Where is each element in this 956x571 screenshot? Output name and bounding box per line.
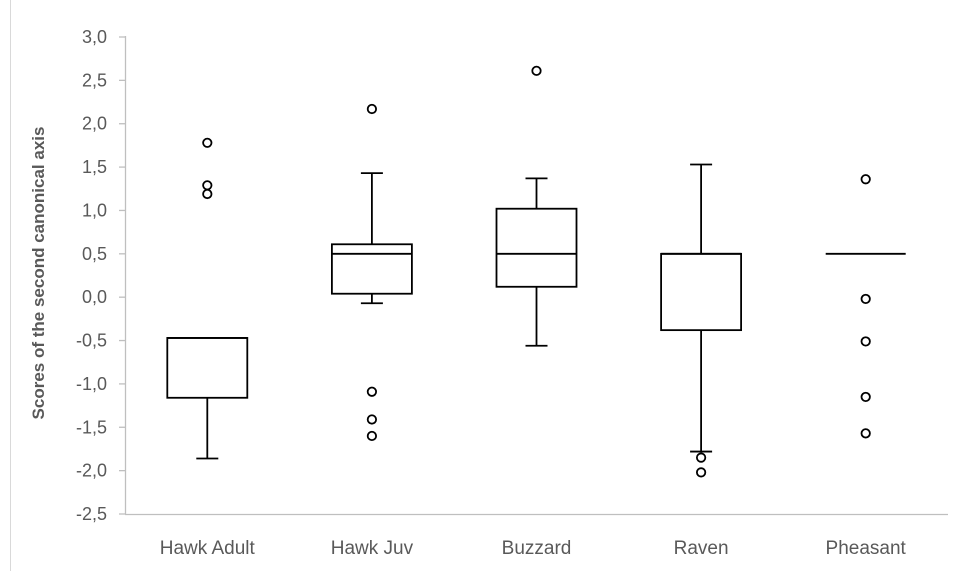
outlier-point xyxy=(202,180,213,191)
y-tick-label: -2,5 xyxy=(76,504,107,524)
outlier-point xyxy=(860,293,871,305)
y-tick-label: -1,5 xyxy=(76,417,107,437)
outlier-point xyxy=(366,430,377,442)
box-plot-marks xyxy=(166,65,906,478)
y-tick-label: 2,0 xyxy=(82,114,107,134)
outlier-point xyxy=(366,414,377,425)
y-tick-label: -2,0 xyxy=(76,461,107,481)
outlier-point xyxy=(860,174,871,185)
box-raven xyxy=(660,252,742,332)
y-tick-label: 1,0 xyxy=(82,200,107,220)
box-group-hawk-juv xyxy=(330,103,413,442)
y-tick-label: 0,5 xyxy=(82,244,107,264)
y-tick-label: 2,5 xyxy=(82,70,107,90)
box-hawk-adult xyxy=(166,337,249,399)
x-category-label: Buzzard xyxy=(502,538,572,559)
box-group-buzzard xyxy=(495,65,578,347)
box-buzzard xyxy=(495,207,578,288)
box-group-hawk-adult xyxy=(166,137,249,460)
x-category-label: Hawk Juv xyxy=(331,538,414,559)
box-group-pheasant xyxy=(825,174,906,439)
box-hawk-juv xyxy=(330,243,413,295)
outlier-point xyxy=(202,137,213,148)
box-group-raven xyxy=(660,163,742,478)
y-tick-label: 3,0 xyxy=(82,27,107,47)
outlier-point xyxy=(860,336,871,347)
outlier-point xyxy=(366,386,377,397)
outlier-point xyxy=(695,467,707,478)
outlier-point xyxy=(860,428,871,439)
outlier-point xyxy=(202,188,213,200)
outlier-point xyxy=(860,391,871,403)
x-category-label: Pheasant xyxy=(826,538,907,559)
y-tick-label: -1,0 xyxy=(76,374,107,394)
x-category-label: Hawk Adult xyxy=(160,538,256,559)
outlier-point xyxy=(695,452,707,463)
y-tick-label: 1,5 xyxy=(82,157,107,177)
y-tick-label: -0,5 xyxy=(76,331,107,351)
outlier-point xyxy=(531,65,542,76)
x-category-label: Raven xyxy=(674,538,729,559)
axes: 3,0 2,5 2,0 1,5 1,0 0,5 0,0 -0,5 -1,0 -1,5 -2,0 -2,… xyxy=(76,27,948,559)
outlier-point xyxy=(366,103,377,115)
y-tick-label: 0,0 xyxy=(82,287,107,307)
y-axis-title: Scores of the second canonical axis xyxy=(29,127,48,420)
